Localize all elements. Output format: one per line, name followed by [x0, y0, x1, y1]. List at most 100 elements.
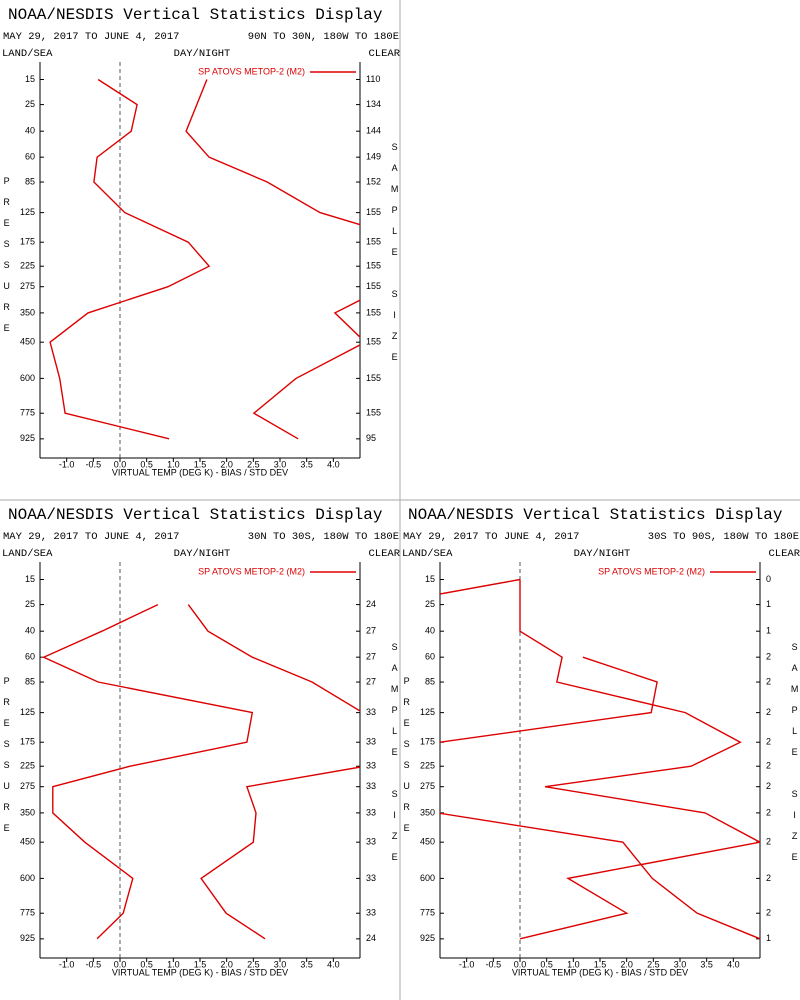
sample-size-label: 24: [366, 599, 376, 609]
y-axis-label: PRESSURE: [2, 176, 12, 344]
y-tick-label: 40: [25, 626, 35, 636]
sample-size-label: 134: [366, 99, 381, 109]
sample-size-label: 33: [366, 873, 376, 883]
y-tick-label: 40: [25, 126, 35, 136]
legend-label: SP ATOVS METOP-2 (M2): [598, 566, 705, 576]
y-tick-label: 350: [420, 807, 435, 817]
y2-axis-label: SAMPLE SIZE: [390, 142, 400, 373]
label-left: LAND/SEA: [2, 548, 53, 560]
x-tick-label: -0.5: [86, 459, 102, 469]
sample-size-label: 149: [366, 152, 381, 162]
x-tick-label: 2.5: [247, 459, 260, 469]
series-line: [519, 579, 760, 940]
chart-title: NOAA/NESDIS Vertical Statistics Display: [8, 6, 383, 24]
sample-size-label: 2: [766, 837, 771, 847]
x-tick-label: -1.0: [59, 959, 75, 969]
sample-size-label: 155: [366, 261, 381, 271]
x-tick-label: 4.0: [727, 959, 740, 969]
x-axis-label: VIRTUAL TEMP (DEG K) - BIAS / STD DEV: [112, 967, 288, 977]
y-tick-label: 25: [425, 599, 435, 609]
date-range: MAY 29, 2017 TO JUNE 4, 2017: [3, 31, 179, 43]
x-tick-label: 2.0: [220, 959, 233, 969]
x-tick-label: 1.5: [594, 959, 607, 969]
y-tick-label: 450: [20, 337, 35, 347]
x-tick-label: -1.0: [459, 959, 475, 969]
x-tick-label: 2.5: [247, 959, 260, 969]
series-line: [41, 603, 254, 940]
x-tick-label: 4.0: [327, 959, 340, 969]
y-tick-label: 15: [25, 74, 35, 84]
x-tick-label: 3.5: [700, 959, 713, 969]
label-right: CLEAR: [368, 548, 400, 560]
sample-size-label: 2: [766, 908, 771, 918]
x-tick-label: -0.5: [486, 959, 502, 969]
label-left: LAND/SEA: [402, 548, 453, 560]
x-tick-label: 2.0: [220, 459, 233, 469]
y-tick-label: 600: [420, 873, 435, 883]
y-tick-label: 15: [25, 574, 35, 584]
date-range: MAY 29, 2017 TO JUNE 4, 2017: [3, 531, 179, 543]
x-tick-label: 0.5: [140, 959, 153, 969]
sample-size-label: 1: [766, 626, 771, 636]
x-axis-label: VIRTUAL TEMP (DEG K) - BIAS / STD DEV: [112, 467, 288, 477]
x-tick-label: 3.0: [274, 959, 287, 969]
y-tick-label: 225: [20, 761, 35, 771]
y-tick-label: 175: [20, 237, 35, 247]
x-axis-label: VIRTUAL TEMP (DEG K) - BIAS / STD DEV: [512, 967, 688, 977]
x-tick-label: 0.5: [140, 459, 153, 469]
y2-axis-label: SAMPLE SIZE: [390, 642, 400, 873]
sample-size-label: 144: [366, 126, 381, 136]
y-tick-label: 450: [420, 837, 435, 847]
chart-title: NOAA/NESDIS Vertical Statistics Display: [8, 506, 383, 524]
chart-panel: NOAA/NESDIS Vertical Statistics Display M…: [2, 6, 401, 477]
sample-size-label: 2: [766, 873, 771, 883]
label-center: DAY/NIGHT: [574, 548, 631, 560]
sample-size-label: 27: [366, 652, 376, 662]
y-tick-label: 125: [420, 707, 435, 717]
y-tick-label: 350: [20, 307, 35, 317]
y-tick-label: 15: [425, 574, 435, 584]
y-tick-label: 175: [420, 737, 435, 747]
y-tick-label: 275: [20, 281, 35, 291]
y-tick-label: 40: [425, 626, 435, 636]
y-tick-label: 275: [20, 781, 35, 791]
sample-size-label: 33: [366, 807, 376, 817]
x-tick-label: -0.5: [86, 959, 102, 969]
y-tick-label: 175: [20, 737, 35, 747]
label-left: LAND/SEA: [2, 48, 53, 60]
y-tick-label: 85: [25, 176, 35, 186]
sample-size-label: 33: [366, 761, 376, 771]
series-line: [187, 604, 360, 940]
chart-title: NOAA/NESDIS Vertical Statistics Display: [408, 506, 783, 524]
sample-size-label: 27: [366, 676, 376, 686]
y-tick-label: 275: [420, 781, 435, 791]
label-right: CLEAR: [368, 48, 400, 60]
y-tick-label: 60: [25, 652, 35, 662]
sample-size-label: 24: [366, 933, 376, 943]
sample-size-label: 33: [366, 707, 376, 717]
sample-size-label: 155: [366, 237, 381, 247]
chart-panel: NOAA/NESDIS Vertical Statistics Display M…: [402, 506, 800, 977]
sample-size-label: 155: [366, 408, 381, 418]
sample-size-label: 155: [366, 373, 381, 383]
y-tick-label: 775: [20, 408, 35, 418]
sample-size-label: 2: [766, 652, 771, 662]
y-tick-label: 60: [25, 152, 35, 162]
y-tick-label: 60: [425, 652, 435, 662]
sample-size-label: 155: [366, 207, 381, 217]
y-tick-label: 450: [20, 837, 35, 847]
label-center: DAY/NIGHT: [174, 48, 231, 60]
y-tick-label: 85: [25, 676, 35, 686]
y-tick-label: 225: [420, 761, 435, 771]
y2-axis-label: SAMPLE SIZE: [790, 642, 800, 873]
y-tick-label: 925: [420, 933, 435, 943]
x-tick-label: 1.0: [567, 959, 580, 969]
sample-size-label: 2: [766, 707, 771, 717]
y-tick-label: 925: [20, 433, 35, 443]
y-tick-label: 125: [20, 707, 35, 717]
x-tick-label: 4.0: [327, 459, 340, 469]
x-tick-label: 3.0: [274, 459, 287, 469]
x-tick-label: 0.0: [114, 959, 127, 969]
y-tick-label: 775: [20, 908, 35, 918]
sample-size-label: 110: [366, 74, 380, 84]
